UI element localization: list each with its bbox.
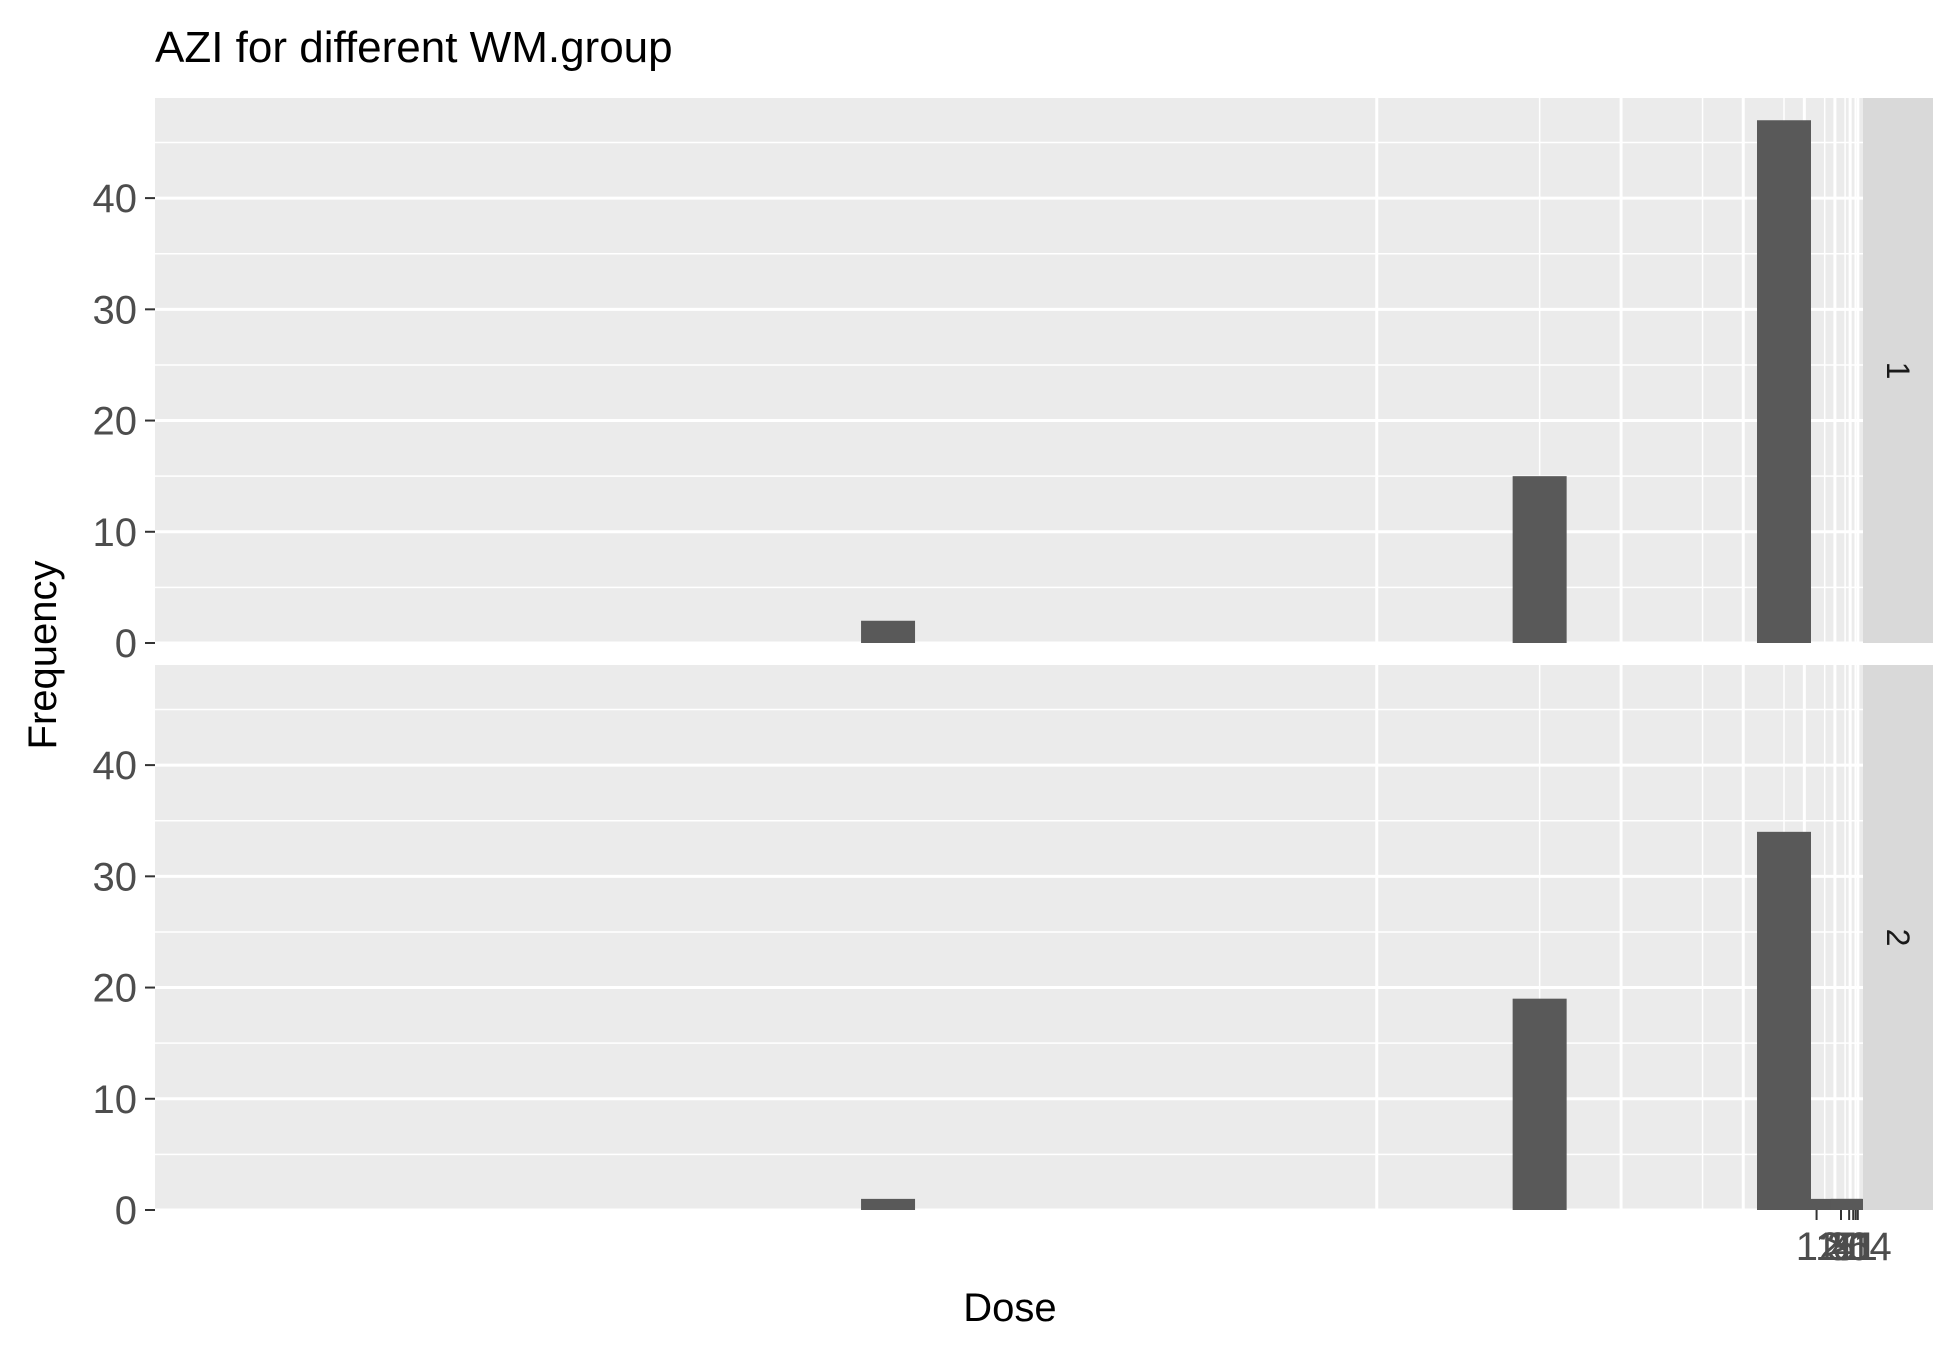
x-tick-label: 41 [1831, 1225, 1876, 1269]
facet-panel-1: 0 10 20 30 40 1 [93, 98, 1933, 666]
facet-strip [1863, 665, 1933, 1210]
y-tick-label: 20 [93, 967, 138, 1011]
y-tick-label: 0 [115, 622, 137, 666]
bar [1756, 120, 1811, 644]
x-tick-label: >64 [1824, 1225, 1892, 1269]
x-tick-label: 31 [1827, 1225, 1872, 1269]
bar [861, 1198, 916, 1210]
panel-background [155, 665, 1863, 1210]
bar [861, 620, 916, 643]
y-tick-label: 10 [93, 1078, 138, 1122]
facet-panel-2: 0 10 20 30 40 2 [93, 665, 1933, 1233]
y-tick-label: 40 [93, 177, 138, 221]
x-tick-label: 21 [1819, 1225, 1864, 1269]
facet-strip-label: 1 [1880, 362, 1916, 380]
x-tick-label: 11 [1796, 1225, 1838, 1269]
bar [1512, 476, 1567, 643]
facet-strip [1863, 98, 1933, 643]
y-axis-title: Frequency [21, 561, 65, 750]
facet-strip-label: 2 [1880, 929, 1916, 947]
bar [1512, 998, 1567, 1210]
y-tick-label: 20 [93, 400, 138, 444]
panel-background [155, 98, 1863, 643]
bar [1756, 831, 1811, 1210]
y-tick-label: 40 [93, 744, 138, 788]
bar [1830, 1198, 1885, 1210]
x-tick-label: 51 [1833, 1225, 1878, 1269]
y-tick-label: 30 [93, 855, 138, 899]
y-tick-label: 30 [93, 288, 138, 332]
x-axis-title: Dose [963, 1286, 1056, 1330]
y-tick-label: 10 [93, 511, 138, 555]
chart-title: AZI for different WM.group [155, 23, 673, 72]
y-tick-label: 0 [115, 1189, 137, 1233]
